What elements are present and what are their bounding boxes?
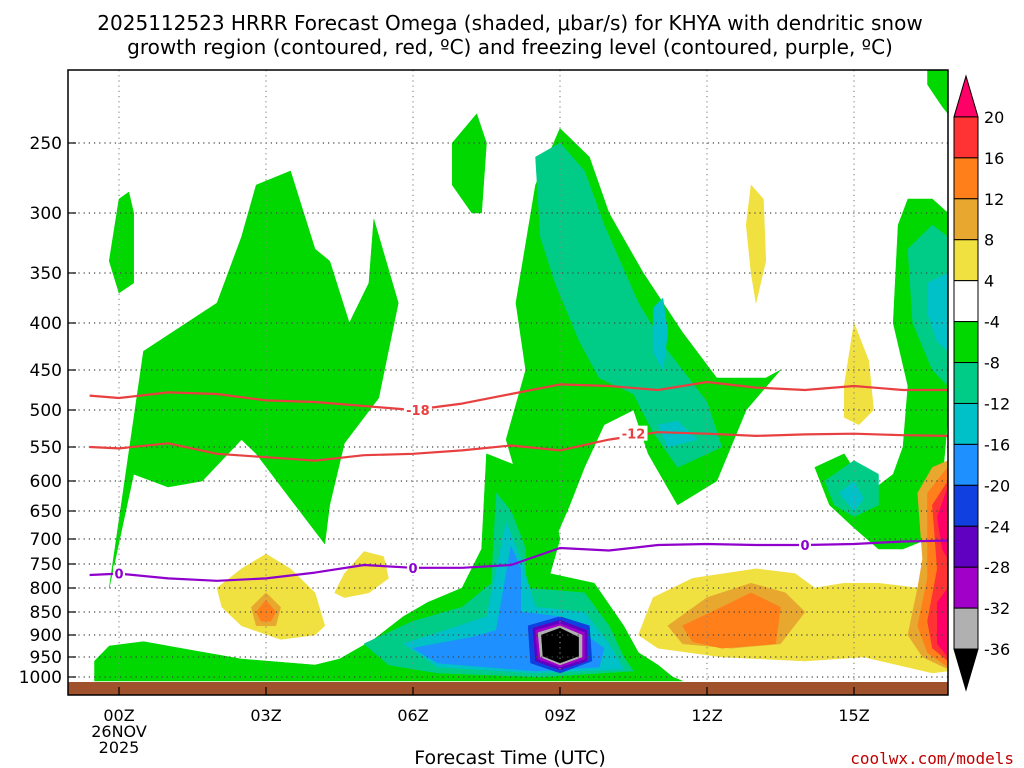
- colorbar-label-2: 12: [984, 190, 1004, 209]
- y-tick-label-550: 550: [30, 438, 62, 458]
- omega-region-13: [927, 272, 948, 352]
- x-tick-label-09Z: 09Z: [544, 706, 575, 725]
- colorbar-swatch-9: [953, 443, 979, 486]
- colorbar-swatch-13: [953, 607, 979, 650]
- colorbar-swatch-8: [953, 402, 979, 445]
- colorbar-swatch-1: [953, 116, 979, 159]
- omega-region-5: [927, 70, 948, 115]
- x-tick-label-06Z: 06Z: [397, 706, 428, 725]
- x-tick-label-00Z: 00Z: [103, 706, 134, 725]
- colorbar-swatch-5: [953, 280, 979, 323]
- y-tick-label-500: 500: [30, 401, 62, 421]
- contour-label-3: 0: [408, 562, 417, 577]
- y-tick-label-750: 750: [30, 555, 62, 575]
- colorbar-label-11: -28: [984, 558, 1010, 577]
- x-axis-label: Forecast Time (UTC): [414, 747, 605, 768]
- colorbar-swatch-7: [953, 362, 979, 404]
- chart-title-line-1: 2025112523 HRRR Forecast Omega (shaded, …: [97, 11, 922, 35]
- isotherm--12: [89, 431, 948, 462]
- contour-label-bg-4: [799, 537, 811, 552]
- x-tick-label-03Z: 03Z: [250, 706, 281, 725]
- chart-title-line-2: growth region (contoured, red, ºC) and f…: [127, 35, 893, 59]
- omega-region-1: [108, 170, 399, 589]
- y-tick-label-350: 350: [30, 264, 62, 284]
- colorbar-swatch-11: [953, 525, 979, 568]
- gridlines: [68, 70, 948, 695]
- omega-shading: [94, 70, 948, 682]
- colorbar-label-6: -8: [984, 354, 1000, 373]
- ground-surface: [68, 682, 948, 695]
- omega-region-35: [937, 587, 948, 658]
- y-tick-label-850: 850: [30, 603, 62, 623]
- contour-label-bg-1: [619, 425, 648, 441]
- colorbar-label-8: -16: [984, 435, 1010, 454]
- omega-region-2: [451, 113, 487, 214]
- colorbar-swatch-2: [953, 157, 979, 200]
- contour-label-1: -12: [622, 428, 646, 443]
- colorbar-cap-bottom: [953, 648, 979, 692]
- contour-label-bg-2: [113, 565, 125, 581]
- omega-region-23: [334, 551, 389, 598]
- contour-label-0: -18: [406, 404, 430, 419]
- y-tick-label-650: 650: [30, 502, 62, 522]
- y-tick-label-900: 900: [30, 626, 62, 646]
- omega-region-30: [682, 592, 781, 649]
- x-tick-year-00Z: 2025: [99, 738, 140, 757]
- plot-border: [67, 69, 949, 696]
- y-tick-label-450: 450: [30, 361, 62, 381]
- x-tick-label-12Z: 12Z: [691, 706, 722, 725]
- y-tick-label-950: 950: [30, 648, 62, 668]
- x-tick-label-15Z: 15Z: [838, 706, 869, 725]
- ground-strip: [68, 682, 948, 695]
- colorbar-swatch-10: [953, 484, 979, 527]
- colorbar-label-9: -20: [984, 476, 1010, 495]
- plot-frame: [67, 69, 949, 696]
- colorbar-label-10: -24: [984, 517, 1010, 536]
- omega-region-31: [255, 599, 277, 622]
- y-tick-label-1000: 1000: [19, 668, 62, 688]
- colorbar-label-5: -4: [984, 313, 1000, 332]
- isotherm--18: [89, 380, 948, 412]
- omega-region-21: [541, 627, 579, 664]
- omega-region-11: [652, 297, 669, 371]
- omega-region-22: [216, 553, 326, 640]
- y-tick-label-250: 250: [30, 134, 62, 154]
- y-tick-label-400: 400: [30, 314, 62, 334]
- contour-label-4: 0: [800, 539, 809, 554]
- colorbar-label-0: 20: [984, 108, 1004, 127]
- colorbar-label-13: -36: [984, 640, 1010, 659]
- colorbar-label-12: -32: [984, 599, 1010, 618]
- omega-region-0: [108, 191, 134, 294]
- omega-region-12: [657, 420, 698, 448]
- credit-text: coolwx.com/models: [850, 749, 1014, 768]
- y-tick-label-300: 300: [30, 204, 62, 224]
- colorbar-label-7: -12: [984, 394, 1010, 413]
- colorbar-label-1: 16: [984, 149, 1004, 168]
- colorbar: 20 16 12 8 4 -4 -8 -12 -16 -20 -24 -28 -32 -36: [953, 74, 1010, 692]
- y-tick-label-800: 800: [30, 579, 62, 599]
- colorbar-swatch-12: [953, 566, 979, 609]
- colorbar-cap-top: [953, 74, 979, 118]
- contour-label-bg-3: [407, 559, 419, 575]
- y-tick-label-600: 600: [30, 472, 62, 492]
- contour-label-bg-0: [403, 402, 432, 417]
- y-axis-ticks: 250 300 350 400 450 500 550 600 650 700 750 800 850 9…: [19, 134, 76, 688]
- contour-label-2: 0: [114, 568, 123, 583]
- omega-region-14: [839, 480, 865, 512]
- colorbar-label-4: 4: [984, 272, 994, 291]
- colorbar-label-3: 8: [984, 231, 994, 250]
- contour-lines: -18 -12 0 0 0: [89, 380, 948, 583]
- x-tick-date-00Z: 26NOV: [91, 722, 147, 741]
- y-tick-label-700: 700: [30, 530, 62, 550]
- omega-region-25: [745, 184, 767, 304]
- colorbar-swatch-3: [953, 198, 979, 241]
- colorbar-swatch-4: [953, 239, 979, 282]
- colorbar-swatch-6: [953, 321, 979, 364]
